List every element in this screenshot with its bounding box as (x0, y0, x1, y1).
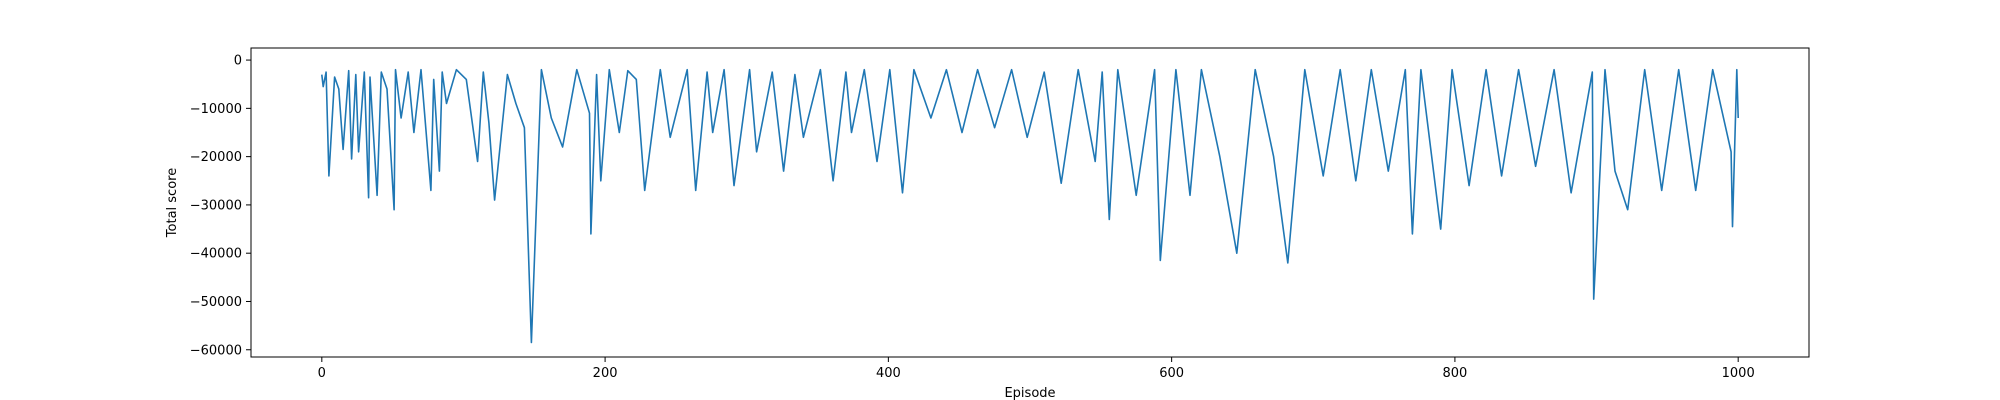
axes-frame (250, 47, 1810, 358)
x-tick-label: 0 (318, 366, 326, 381)
y-tick-label: −50000 (190, 295, 242, 310)
x-tick-label: 600 (1159, 366, 1184, 381)
y-tick-label: −60000 (190, 343, 242, 358)
y-tick-label: −30000 (190, 198, 242, 213)
x-tick-label: 200 (593, 366, 618, 381)
y-axis: 0 −10000 −20000 −30000 −40000 −50000 −60000 (190, 54, 251, 358)
y-tick-label: −10000 (190, 102, 242, 117)
y-axis-label: Total score (165, 168, 180, 238)
plot-area (321, 68, 1739, 344)
x-axis-label: Episode (1004, 386, 1055, 400)
x-tick-label: 1000 (1722, 366, 1755, 381)
y-tick-label: −40000 (190, 247, 242, 262)
x-tick-label: 400 (876, 366, 901, 381)
y-tick-label: −20000 (190, 150, 242, 165)
y-tick-label: 0 (234, 54, 242, 69)
x-tick-label: 800 (1442, 366, 1467, 381)
series-line-0 (321, 68, 1739, 344)
x-axis: 0 200 400 600 800 1000 (318, 357, 1755, 381)
